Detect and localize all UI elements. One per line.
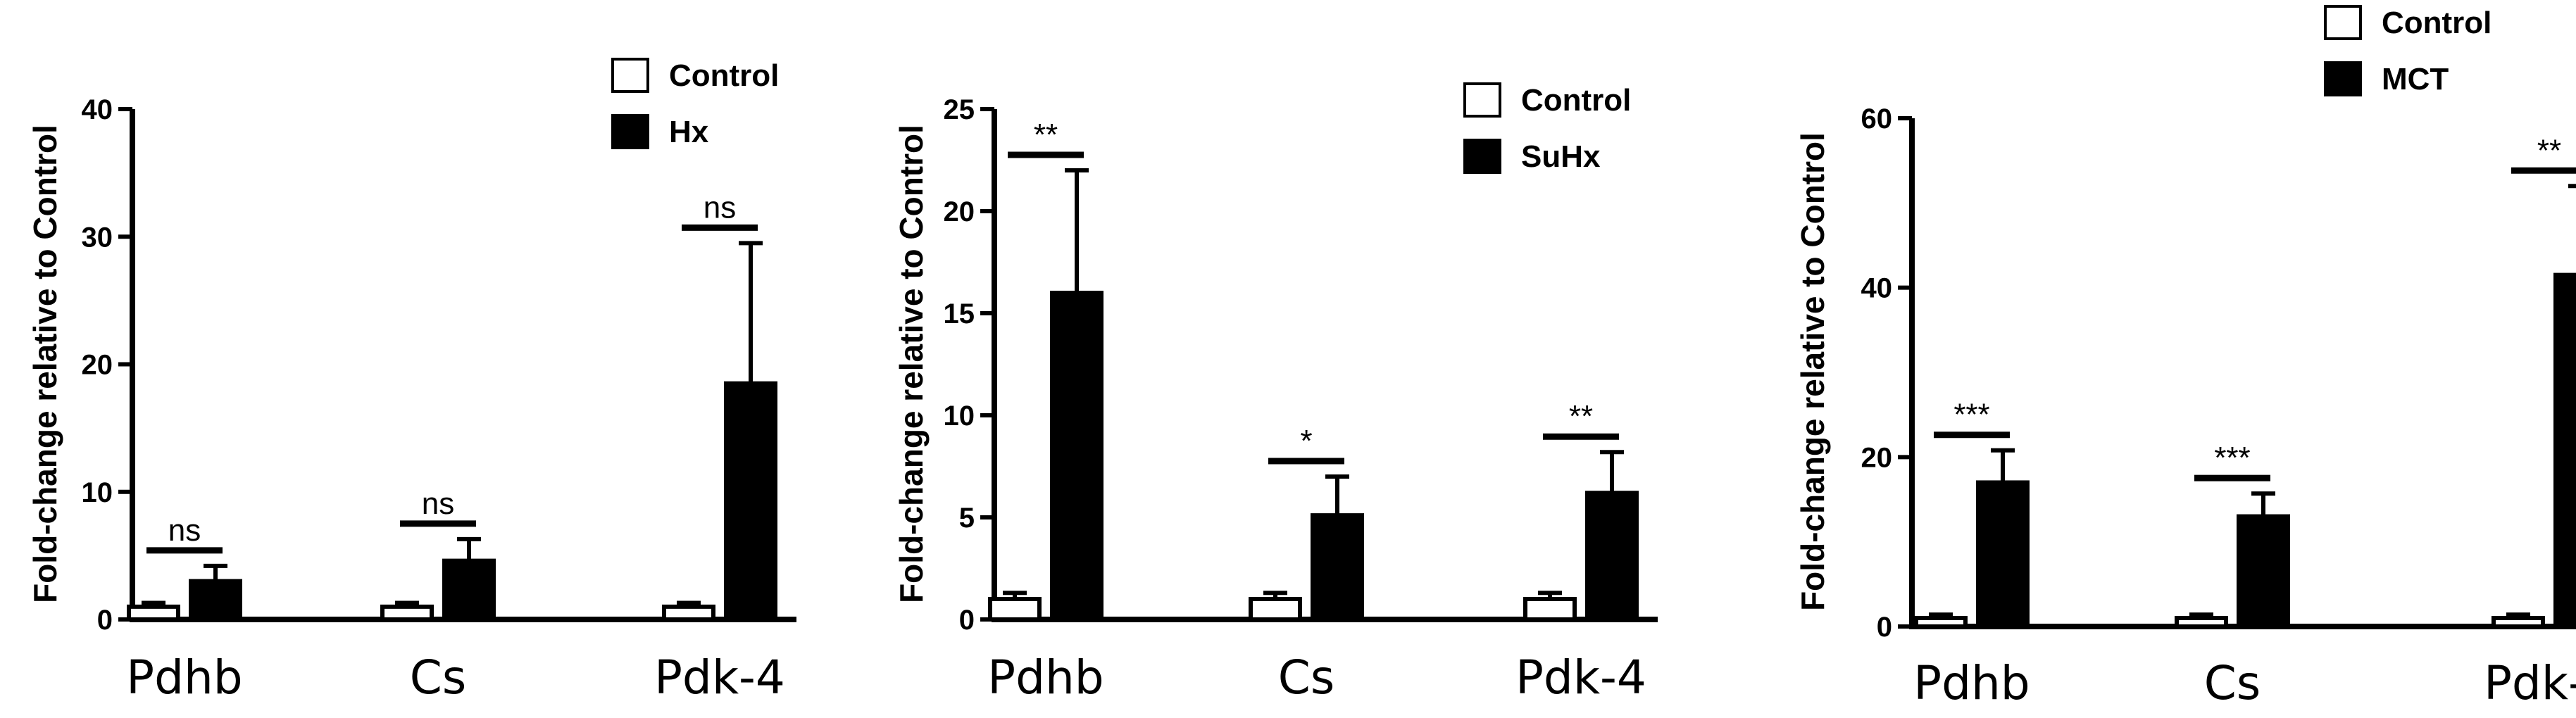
bar-hx-cs [442,558,496,622]
significance-label: ** [1034,118,1058,152]
y-tick-label: 10 [944,401,975,432]
chart-panel-1: Fold-change relative to Control 0 10 20 30 40… [27,58,796,705]
legend-label-mct: MCT [2382,62,2449,96]
legend-label-control: Control [669,58,779,93]
y-tick-label: 20 [944,196,975,227]
x-tick-label: Pdk-4 [2484,656,2576,710]
y-tick-label: 25 [944,94,975,125]
x-tick-label: Cs [1278,650,1334,705]
y-tick-label: 5 [959,503,975,534]
legend-label-suhx: SuHx [1521,139,1601,174]
legend-swatch-control [2324,5,2362,40]
bar-control-pdhb [988,597,1042,622]
bar-control-pdk-4 [662,604,715,622]
chart-panel-3: Fold-change relative to Control 0 20 40 60 Pd… [1794,5,2576,710]
legend-swatch-suhx [1463,139,1501,174]
legend-swatch-mct [2324,61,2362,96]
significance-label: *** [2214,441,2250,475]
bar-mct-cs [2237,514,2290,629]
chart-panel-2: Fold-change relative to Control 0 5 10 15 20 2… [893,82,1658,705]
legend: Control Hx [611,58,779,149]
y-tick-label: 15 [944,298,975,329]
legend-label-hx: Hx [669,115,709,149]
bar-suhx-pdk-4 [1585,491,1639,622]
x-tick-label: Pdhb [987,650,1103,705]
bar-mct-pdk-4 [2553,272,2576,629]
legend-swatch-hx [611,114,649,149]
bar-suhx-cs [1311,513,1364,622]
y-axis-label: Fold-change relative to Control [893,125,930,603]
bar-control-cs [1249,597,1302,622]
legend-label-control: Control [1521,83,1631,118]
bar-control-pdhb [1914,615,1968,629]
bar-control-pdk-4 [2491,615,2545,629]
bar-hx-pdhb [189,579,242,622]
y-axis-label: Fold-change relative to Control [27,125,63,603]
x-tick-label: Pdhb [126,650,242,705]
x-tick-label: Pdk-4 [1515,650,1646,705]
y-tick-label: 40 [1861,273,1893,304]
y-tick-label: 0 [959,605,975,636]
y-tick-label: 60 [1861,103,1893,134]
legend-swatch-control [1463,82,1501,118]
significance-label: ns [704,190,736,225]
y-tick-label: 10 [82,477,113,508]
significance-label: * [1300,424,1312,458]
significance-label: ns [422,486,454,521]
significance-label: ** [2537,133,2561,168]
bar-mct-pdhb [1976,480,2030,629]
y-tick-label: 40 [82,94,113,125]
bar-hx-pdk-4 [724,381,777,622]
x-tick-label: Cs [410,650,466,705]
significance-label: ns [168,513,201,548]
bar-control-pdk-4 [1523,597,1577,622]
x-tick-label: Pdk-4 [654,650,785,705]
significance-label: *** [1953,398,1989,432]
legend: Control SuHx [1463,82,1631,174]
x-tick-label: Cs [2204,656,2261,710]
y-axis-label: Fold-change relative to Control [1794,132,1831,611]
x-tick-label: Pdhb [1913,656,2030,710]
y-tick-label: 20 [82,350,113,381]
significance-label: ** [1569,399,1593,434]
y-tick-label: 0 [97,605,113,636]
y-tick-label: 30 [82,222,113,253]
bar-control-cs [2175,615,2228,629]
legend-swatch-control [611,58,649,93]
bar-suhx-pdhb [1050,291,1103,622]
bar-control-pdhb [127,604,180,622]
bar-control-cs [380,604,434,622]
y-tick-label: 20 [1861,442,1893,473]
y-tick-label: 0 [1877,612,1892,643]
legend: Control MCT [2324,5,2491,96]
legend-label-control: Control [2382,6,2491,40]
